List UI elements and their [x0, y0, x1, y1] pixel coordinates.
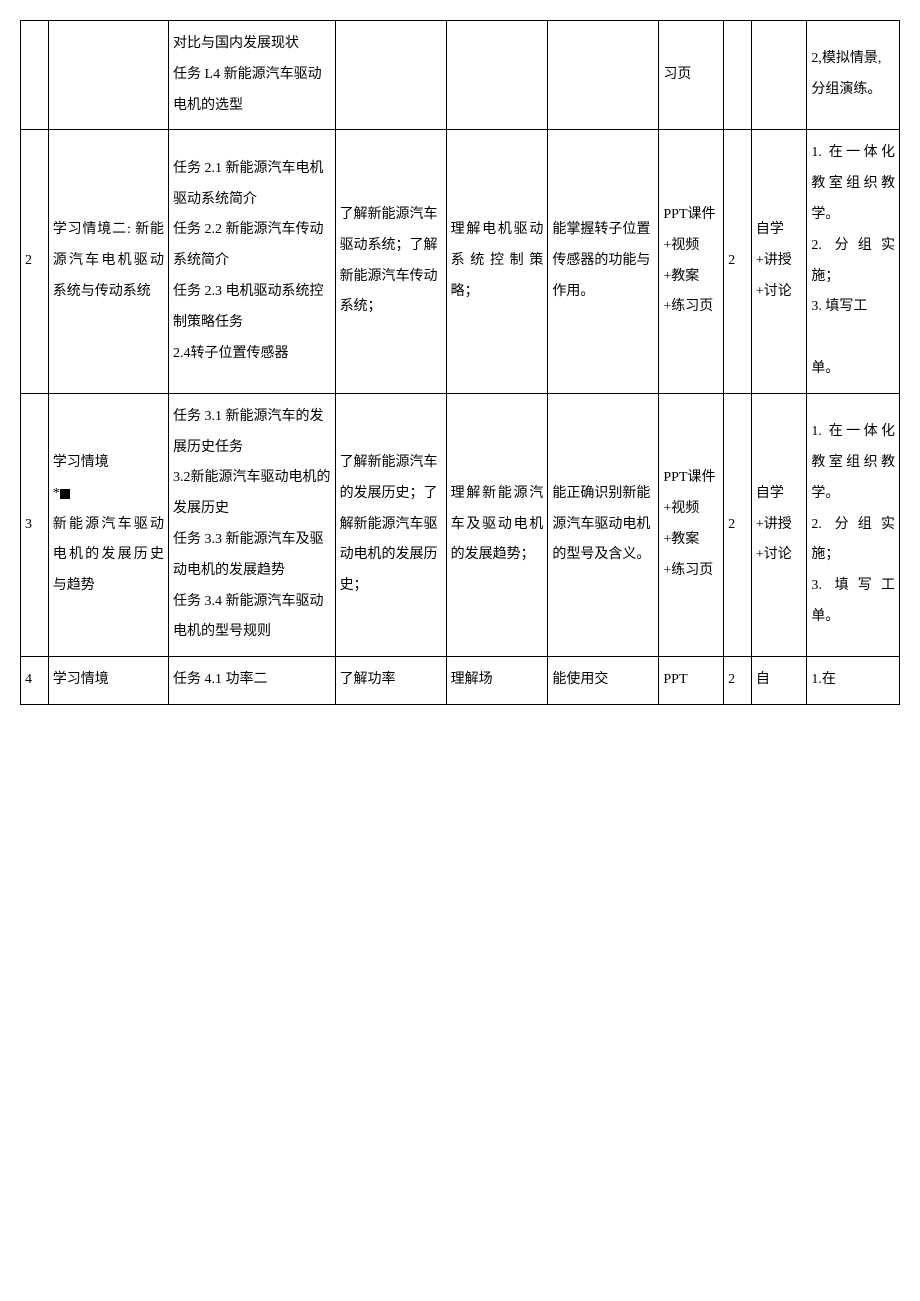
cell-situation: 学习情境: [48, 657, 168, 705]
cell-method: [751, 21, 807, 130]
cell-num: 3: [21, 393, 49, 656]
cell-resource: PPT课件+视频+教案+练习页: [659, 130, 724, 393]
cell-org: 1. 在一体化教室组织教学。 2. 分组实施； 3. 填写工单。: [807, 393, 900, 656]
cell-method: 自学+讲授+讨论: [751, 393, 807, 656]
cell-num: [21, 21, 49, 130]
cell-resource: 习页: [659, 21, 724, 130]
cell-org: 2,模拟情景,分组演练。: [807, 21, 900, 130]
cell-ability: 能掌握转子位置传感器的功能与作用。: [548, 130, 659, 393]
cell-resource: PPT课件+视频+教案+练习页: [659, 393, 724, 656]
cell-know: [335, 21, 446, 130]
cell-situation: [48, 21, 168, 130]
table-row: 3 学习情境 * 新能源汽车驱动电机的发展历史与趋势 任务 3.1 新能源汽车的…: [21, 393, 900, 656]
cell-hours: 2: [724, 130, 752, 393]
cell-task: 任务 3.1 新能源汽车的发展历史任务 3.2新能源汽车驱动电机的发展历史 任务…: [169, 393, 336, 656]
cell-resource: PPT: [659, 657, 724, 705]
table-row: 2 学习情境二: 新能源汽车电机驱动系统与传动系统 任务 2.1 新能源汽车电机…: [21, 130, 900, 393]
cell-task: 任务 4.1 功率二: [169, 657, 336, 705]
cell-situation: 学习情境二: 新能源汽车电机驱动系统与传动系统: [48, 130, 168, 393]
cell-num: 4: [21, 657, 49, 705]
cell-task: 对比与国内发展现状 任务 L4 新能源汽车驱动电机的选型: [169, 21, 336, 130]
table-row: 4 学习情境 任务 4.1 功率二 了解功率 理解场 能使用交 PPT 2 自 …: [21, 657, 900, 705]
cell-skill: 理解新能源汽车及驱动电机的发展趋势；: [446, 393, 548, 656]
cell-know: 了解新能源汽车的发展历史；了解新能源汽车驱动电机的发展历史；: [335, 393, 446, 656]
cell-ability: [548, 21, 659, 130]
cell-know: 了解新能源汽车驱动系统；了解新能源汽车传动系统；: [335, 130, 446, 393]
cell-skill: 理解场: [446, 657, 548, 705]
cell-hours: 2: [724, 393, 752, 656]
cell-hours: [724, 21, 752, 130]
cell-situation: 学习情境 * 新能源汽车驱动电机的发展历史与趋势: [48, 393, 168, 656]
cell-num: 2: [21, 130, 49, 393]
cell-skill: [446, 21, 548, 130]
cell-skill: 理解电机驱动系统控制策略；: [446, 130, 548, 393]
black-square-icon: [60, 489, 70, 499]
cell-hours: 2: [724, 657, 752, 705]
cell-know: 了解功率: [335, 657, 446, 705]
table-row: 对比与国内发展现状 任务 L4 新能源汽车驱动电机的选型 习页 2,模拟情景,分…: [21, 21, 900, 130]
cell-ability: 能正确识别新能源汽车驱动电机的型号及含义。: [548, 393, 659, 656]
situation-suffix: 新能源汽车驱动电机的发展历史与趋势: [53, 517, 164, 594]
cell-task: 任务 2.1 新能源汽车电机驱动系统简介 任务 2.2 新能源汽车传动系统简介 …: [169, 130, 336, 393]
curriculum-table: 对比与国内发展现状 任务 L4 新能源汽车驱动电机的选型 习页 2,模拟情景,分…: [20, 20, 900, 705]
cell-ability: 能使用交: [548, 657, 659, 705]
cell-org: 1.在: [807, 657, 900, 705]
cell-method: 自: [751, 657, 807, 705]
cell-org: 1. 在一体化教室组织教学。 2. 分组实施； 3. 填写工 单。: [807, 130, 900, 393]
cell-method: 自学+讲授+讨论: [751, 130, 807, 393]
